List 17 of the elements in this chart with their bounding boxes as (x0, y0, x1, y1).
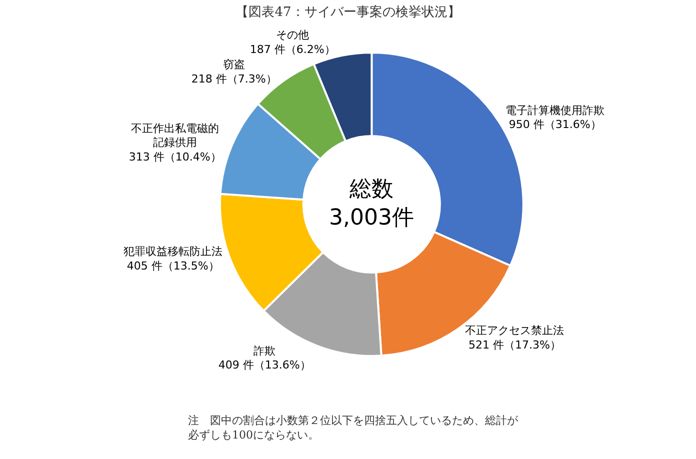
slice-label: 不正作出私電磁的記録供用 (131, 122, 220, 150)
data-label: 313 件（10.4%） (128, 150, 222, 164)
slice-label: 電子計算機使用詐欺 (506, 104, 605, 117)
chart-title: 【図表47：サイバー事案の検挙状況】 (236, 4, 460, 20)
slice-label: 窃盗 (223, 58, 246, 72)
data-label: 218 件（7.3%） (191, 72, 277, 86)
data-label: 187 件（6.2%） (250, 42, 336, 56)
text: 総数 3,003件 (329, 177, 414, 231)
data-label: 405 件（13.5%） (126, 259, 220, 272)
slice-label: 犯罪収益移転防止法 (124, 245, 223, 258)
slice-label: 不正アクセス禁止法 (465, 324, 564, 338)
text: 注 図中の割合は小数第２位以下を四捨五入しているため、総計が必ずしも100にならない。 (188, 414, 519, 442)
data-label: 521 件（17.3%） (468, 338, 561, 352)
slice-label: その他 (276, 28, 310, 42)
slice-label: 詐欺 (254, 344, 276, 358)
data-label: 409 件（13.6%） (218, 358, 311, 372)
data-label: 950 件（31.6%） (508, 118, 602, 132)
